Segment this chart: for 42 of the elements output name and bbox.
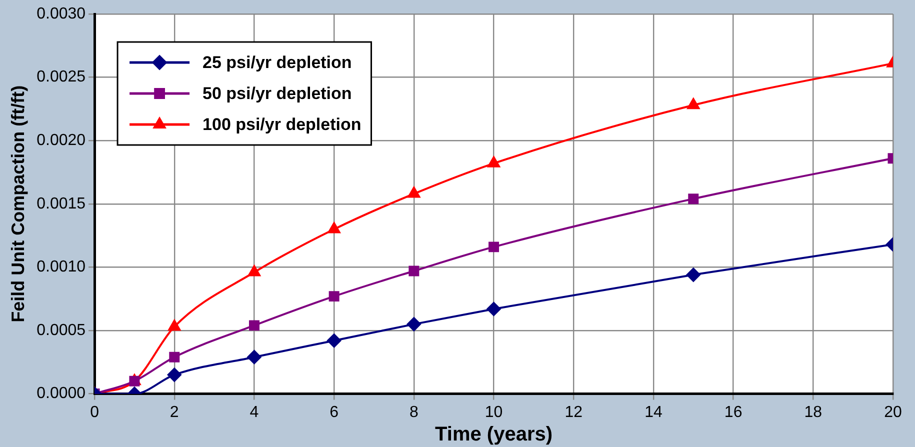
y-axis-title: Feild Unit Compaction (ft/ft) xyxy=(8,85,28,322)
point xyxy=(168,320,181,331)
point xyxy=(248,320,260,331)
point xyxy=(247,350,262,364)
legend-label: 50 psi/yr depletion xyxy=(202,84,352,104)
point xyxy=(328,222,340,234)
point xyxy=(486,302,501,316)
y-tick-label: 0.0000 xyxy=(36,385,86,402)
x-tick-label: 0 xyxy=(90,404,100,421)
point xyxy=(327,334,342,348)
legend-label: 100 psi/yr depletion xyxy=(202,115,362,134)
point xyxy=(488,156,500,168)
legend-label: 25 psi/yr depletion xyxy=(202,53,352,72)
point xyxy=(406,317,421,332)
y-tick-label: 0.0025 xyxy=(36,68,86,86)
x-tick-label: 18 xyxy=(804,404,822,421)
x-tick-label: 6 xyxy=(330,404,339,421)
x-tick-label: 10 xyxy=(484,404,503,421)
point xyxy=(488,242,500,252)
x-tick-label: 8 xyxy=(409,404,418,421)
point xyxy=(687,98,700,110)
point xyxy=(169,352,180,362)
x-axis-title: Time (years) xyxy=(435,424,553,446)
point xyxy=(408,266,420,276)
x-tick-label: 14 xyxy=(644,404,662,421)
point xyxy=(167,368,182,382)
x-tick-label: 2 xyxy=(170,404,179,421)
x-tick-label: 4 xyxy=(250,404,259,421)
y-tick-label: 0.0020 xyxy=(36,132,86,150)
point xyxy=(408,186,420,198)
point xyxy=(688,194,699,204)
x-tick-label: 16 xyxy=(724,404,742,421)
y-tick-label: 0.0015 xyxy=(36,195,86,212)
x-tick-label: 12 xyxy=(564,404,583,421)
x-tick-label: 20 xyxy=(884,404,902,421)
point xyxy=(129,376,140,386)
point xyxy=(248,265,260,276)
point xyxy=(686,268,700,282)
y-tick-label: 0.0005 xyxy=(36,322,86,339)
y-tick-label: 0.0030 xyxy=(36,5,86,22)
y-tick-label: 0.0010 xyxy=(36,258,86,276)
point xyxy=(328,291,340,302)
